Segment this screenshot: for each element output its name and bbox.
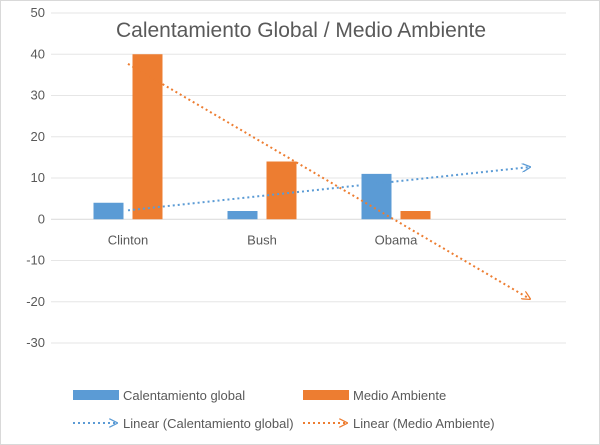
y-tick-label: -20 <box>26 294 45 309</box>
trendlines <box>127 63 530 299</box>
trendline-1 <box>127 63 530 299</box>
y-tick-label: 40 <box>31 46 45 61</box>
legend-label: Medio Ambiente <box>353 388 446 403</box>
bar-medio-ambiente <box>132 54 163 220</box>
bars <box>93 54 431 220</box>
y-tick-label: 0 <box>38 211 45 226</box>
bar-calentamiento-global <box>227 211 258 220</box>
trendline-0 <box>127 167 530 212</box>
y-tick-label: 50 <box>31 5 45 20</box>
bar-calentamiento-global <box>361 173 392 220</box>
legend-label: Calentamiento global <box>123 388 245 403</box>
y-tick-label: 10 <box>31 170 45 185</box>
legend-swatch <box>303 390 349 400</box>
gridlines <box>51 12 566 344</box>
y-axis-ticks: -30 -20 -10 0 10 20 30 40 50 <box>26 5 45 350</box>
category-label: Bush <box>247 232 277 247</box>
legend-swatch <box>73 390 119 400</box>
legend-label: Linear (Medio Ambiente) <box>353 416 495 431</box>
bar-medio-ambiente <box>266 161 297 220</box>
category-label: Clinton <box>108 232 148 247</box>
legend-label: Linear (Calentamiento global) <box>123 416 294 431</box>
bar-medio-ambiente <box>400 211 431 220</box>
bar-calentamiento-global <box>93 202 124 220</box>
y-tick-label: -30 <box>26 335 45 350</box>
legend: Calentamiento global Medio Ambiente Linear… <box>73 388 495 431</box>
y-tick-label: 20 <box>31 129 45 144</box>
y-tick-label: -10 <box>26 253 45 268</box>
chart-title: Calentamiento Global / Medio Ambiente <box>116 19 486 42</box>
y-tick-label: 30 <box>31 88 45 103</box>
category-labels: Clinton Bush Obama <box>108 232 418 247</box>
category-label: Obama <box>375 232 418 247</box>
